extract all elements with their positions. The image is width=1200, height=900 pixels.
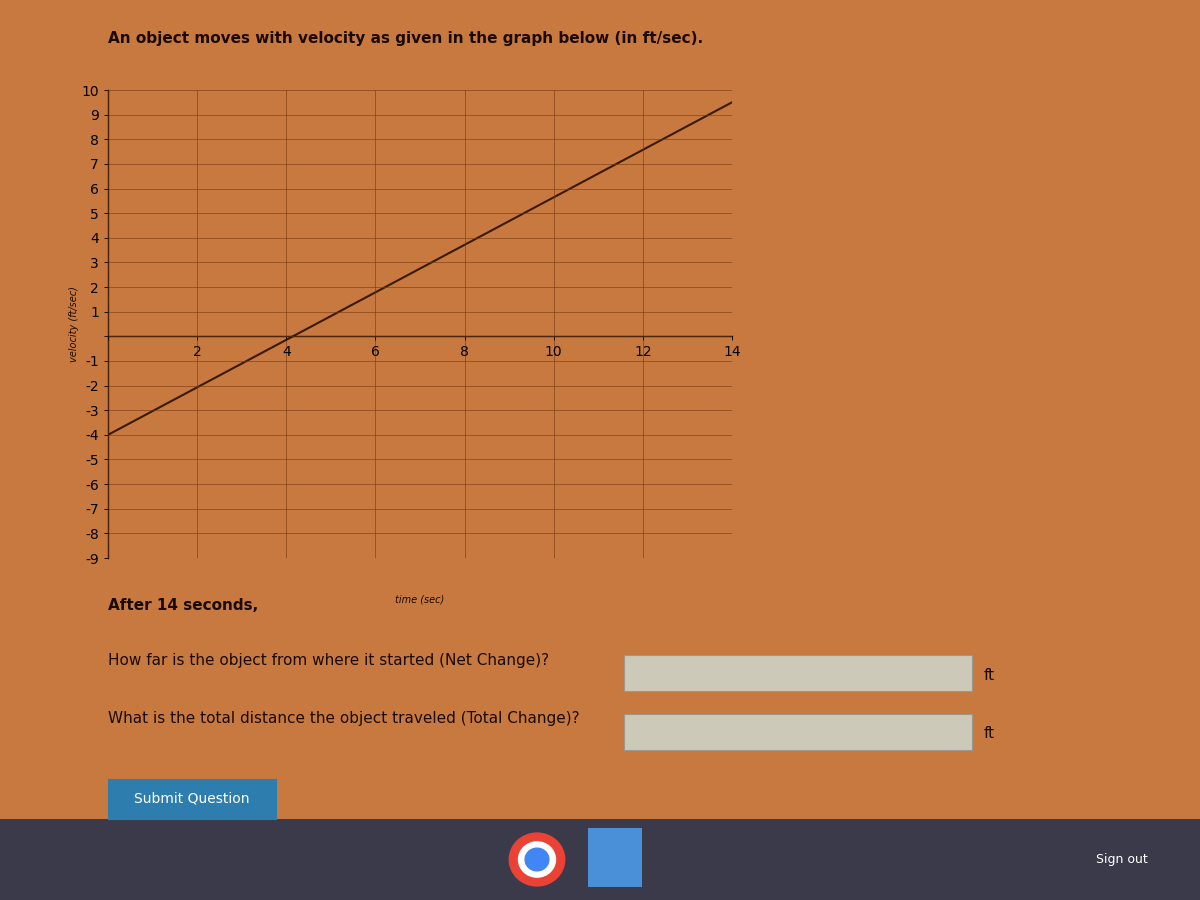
Text: time (sec): time (sec)	[395, 594, 445, 604]
Text: Sign out: Sign out	[1096, 853, 1148, 866]
Circle shape	[509, 833, 565, 886]
Text: How far is the object from where it started (Net Change)?: How far is the object from where it star…	[108, 652, 550, 668]
Text: After 14 seconds,: After 14 seconds,	[108, 598, 258, 614]
Y-axis label: velocity (ft/sec): velocity (ft/sec)	[68, 286, 78, 362]
Circle shape	[526, 848, 548, 871]
Text: ft: ft	[984, 668, 995, 682]
Text: What is the total distance the object traveled (Total Change)?: What is the total distance the object tr…	[108, 711, 580, 726]
Text: An object moves with velocity as given in the graph below (in ft/sec).: An object moves with velocity as given i…	[108, 32, 703, 47]
Circle shape	[518, 842, 556, 877]
Text: Submit Question: Submit Question	[134, 792, 250, 806]
Text: ft: ft	[984, 726, 995, 741]
